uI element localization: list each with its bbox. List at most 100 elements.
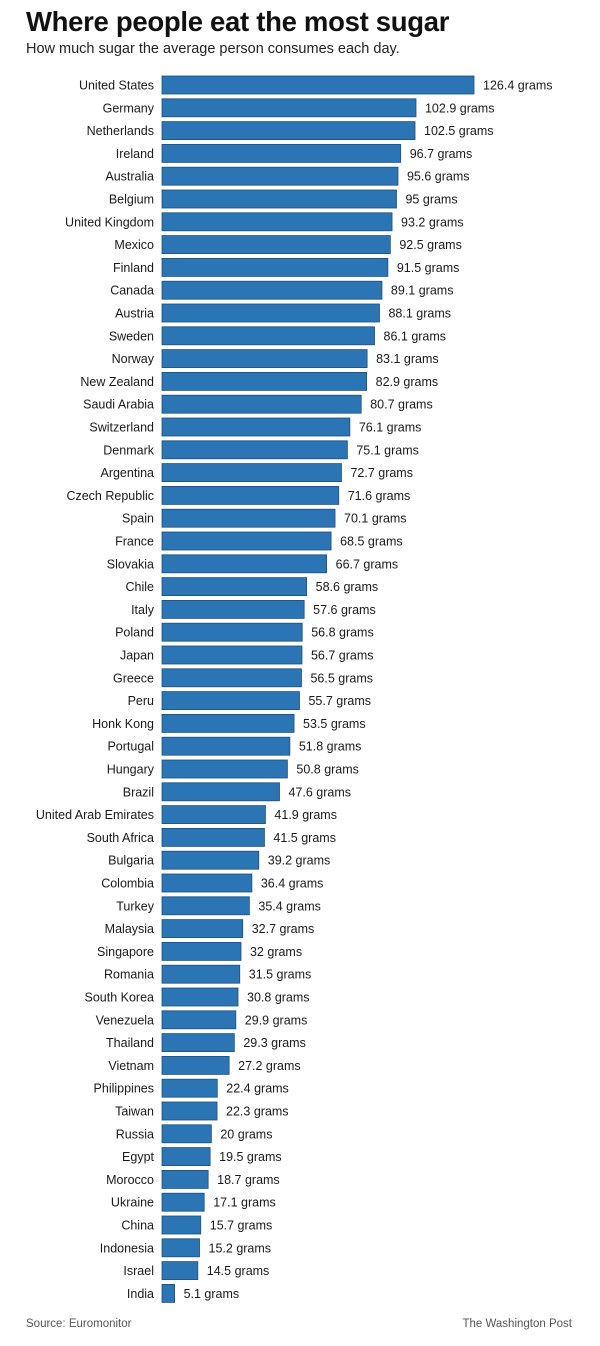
category-label: Sweden (109, 329, 154, 343)
category-label: Belgium (109, 193, 154, 207)
value-label: 41.5 grams (273, 831, 336, 845)
bar (161, 326, 375, 346)
value-label: 15.2 grams (209, 1241, 272, 1255)
bar (161, 1056, 230, 1075)
bar (161, 394, 362, 414)
value-label: 31.5 grams (249, 968, 312, 982)
value-label: 75.1 grams (356, 443, 419, 457)
value-label: 68.5 grams (340, 535, 403, 549)
category-label: Spain (122, 512, 154, 526)
category-label: Saudi Arabia (83, 398, 154, 412)
category-label: Colombia (101, 877, 154, 891)
category-label: Austria (115, 307, 154, 321)
category-label: United Arab Emirates (36, 808, 154, 822)
value-label: 5.1 grams (184, 1287, 240, 1301)
bar (161, 1284, 175, 1303)
bar (161, 417, 351, 437)
value-label: 14.5 grams (207, 1264, 270, 1278)
value-label: 55.7 grams (308, 694, 371, 708)
value-label: 30.8 grams (247, 991, 310, 1005)
value-label: 17.1 grams (213, 1196, 276, 1210)
category-label: Italy (131, 603, 155, 617)
bar (161, 463, 342, 483)
value-label: 51.8 grams (299, 740, 362, 754)
value-label: 36.4 grams (261, 877, 324, 891)
value-label: 93.2 grams (401, 215, 464, 229)
value-label: 22.4 grams (226, 1082, 289, 1096)
bar (161, 964, 241, 984)
category-label: Venezuela (96, 1013, 154, 1027)
value-label: 57.6 grams (313, 603, 376, 617)
category-label: Peru (128, 694, 154, 708)
value-label: 35.4 grams (258, 899, 321, 913)
category-label: Hungary (107, 763, 155, 777)
value-label: 82.9 grams (376, 375, 439, 389)
value-label: 20 grams (220, 1127, 272, 1141)
category-label: Australia (105, 170, 154, 184)
value-label: 126.4 grams (483, 79, 552, 93)
bar (161, 235, 391, 255)
bar (161, 166, 399, 186)
category-label: Switzerland (89, 421, 154, 435)
category-label: Romania (104, 968, 154, 982)
bar (161, 371, 368, 391)
publisher-credit: The Washington Post (462, 1318, 572, 1330)
bar (161, 805, 266, 824)
value-label: 19.5 grams (219, 1150, 282, 1164)
value-label: 22.3 grams (226, 1105, 289, 1119)
value-label: 47.6 grams (288, 785, 351, 799)
bar-chart: United States 126.4 grams Germany 102.9 gra… (36, 75, 552, 1303)
category-label: Russia (116, 1127, 154, 1141)
category-label: Turkey (116, 899, 154, 913)
bar (161, 531, 332, 551)
category-label: Japan (120, 649, 154, 663)
category-label: Canada (110, 284, 154, 298)
category-label: Morocco (106, 1173, 154, 1187)
value-label: 102.9 grams (425, 101, 494, 115)
category-label: Israel (123, 1264, 154, 1278)
category-label: Brazil (123, 785, 154, 799)
bar (161, 645, 303, 665)
category-label: Taiwan (115, 1105, 154, 1119)
bar (161, 782, 280, 802)
category-label: South Africa (87, 831, 154, 845)
bar (161, 189, 397, 209)
value-label: 88.1 grams (388, 307, 451, 321)
value-label: 29.9 grams (245, 1013, 308, 1027)
value-label: 15.7 grams (210, 1219, 273, 1233)
bar (161, 349, 368, 369)
bar (161, 873, 253, 893)
category-label: Denmark (103, 443, 154, 457)
bar (161, 485, 340, 505)
bar (161, 600, 305, 619)
category-label: Ukraine (111, 1196, 154, 1210)
category-label: Slovakia (107, 557, 154, 571)
bar (161, 1124, 212, 1144)
category-label: Netherlands (87, 124, 154, 138)
bar (161, 212, 393, 232)
category-label: France (115, 535, 154, 549)
bar (161, 896, 250, 916)
bar (161, 691, 300, 710)
chart-title: Where people eat the most sugar (26, 6, 450, 37)
value-label: 83.1 grams (376, 352, 439, 366)
value-label: 89.1 grams (391, 284, 454, 298)
source-note: Source: Euromonitor (26, 1318, 132, 1330)
bar (161, 828, 265, 847)
bar (161, 98, 417, 118)
bar (161, 1215, 202, 1235)
value-label: 58.6 grams (316, 580, 379, 594)
value-label: 18.7 grams (217, 1173, 280, 1187)
bar (161, 942, 242, 961)
category-label: Portugal (107, 740, 154, 754)
bar (161, 1033, 235, 1052)
bar (161, 1170, 209, 1189)
category-label: United States (79, 79, 154, 93)
bar (161, 143, 402, 163)
bar (161, 508, 336, 528)
category-label: Philippines (94, 1082, 154, 1096)
value-label: 56.8 grams (311, 626, 374, 640)
category-label: Malaysia (105, 922, 154, 936)
value-label: 56.5 grams (310, 671, 373, 685)
category-label: Germany (103, 101, 155, 115)
